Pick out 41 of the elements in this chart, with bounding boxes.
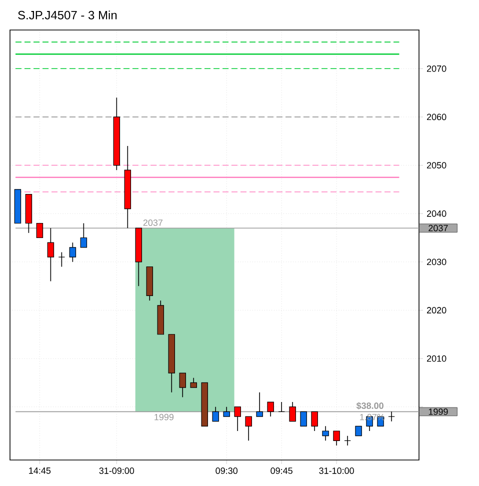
annotation: $38.00 [356,402,384,410]
x-tick-label: 09:30 [216,468,238,474]
candlestick [256,392,263,417]
x-tick-label: 31-10:00 [319,468,354,474]
chart-title: S.JP.J4507 - 3 Min [18,10,117,20]
x-tick-label: 14:45 [29,468,51,474]
x-tick-label: 31-09:00 [99,468,134,474]
annotation: 2037 [143,220,162,226]
candlestick [179,372,186,398]
y-tick-label: 2010 [427,355,446,362]
candlestick [333,430,340,446]
candlestick [322,426,329,442]
ref-line-label: 2037 [428,224,448,232]
candlestick [80,222,88,248]
y-tick-label: 2040 [427,210,446,217]
annotation: 1.87% [360,414,385,420]
annotation: 1999 [154,414,174,420]
candlestick [69,242,76,262]
candlestick [289,402,296,422]
y-tick-label: 2050 [427,162,446,168]
candlestick [36,222,44,238]
candlestick [355,426,362,436]
y-tick-label: 2020 [427,307,446,314]
candlestick [267,402,274,417]
candlestick [245,416,252,442]
candlestick [278,402,285,412]
x-tick-label: 09:45 [270,468,292,474]
candlestick [223,406,230,417]
ref-line-label: 1999 [428,408,448,415]
y-tick-label: 2030 [427,258,446,266]
candlestick [388,411,395,422]
candlestick [47,228,54,282]
y-tick-label: 2060 [427,114,446,120]
candlestick [190,377,197,388]
candlestick [212,406,219,422]
candlestick [58,252,66,268]
candlestick [300,411,307,426]
y-tick-label: 2070 [427,65,446,72]
candlestick [234,406,241,432]
candlestick [311,411,318,432]
candlestick [344,435,351,446]
